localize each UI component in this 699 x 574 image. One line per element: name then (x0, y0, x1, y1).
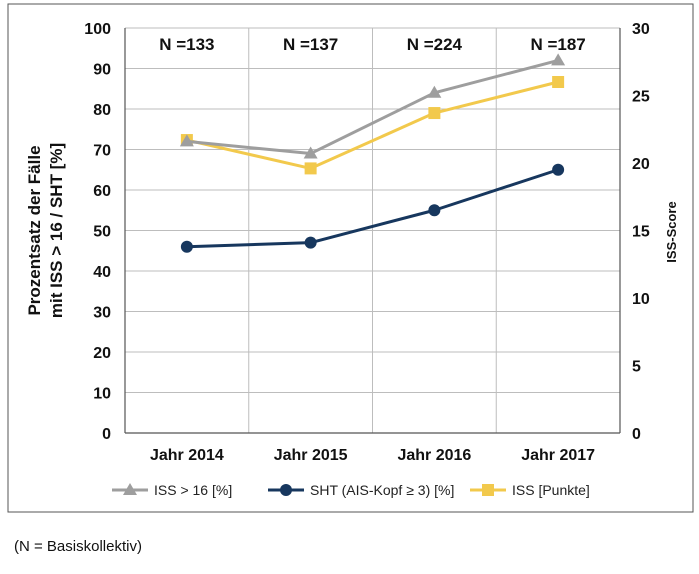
series-lines (179, 53, 566, 253)
y-tick-label: 30 (93, 305, 111, 322)
chart-labels: N =133 N =137 N =224 N =187 Prozentsatz der … (25, 35, 679, 318)
series-line (186, 168, 559, 249)
data-point (428, 204, 441, 217)
legend-marker (280, 484, 292, 496)
y-axis-title-line1: Prozentsatz der Fälle (25, 145, 44, 315)
legend-label: ISS [Punkte] (512, 482, 590, 498)
data-point (304, 236, 317, 249)
y-tick-label: 0 (102, 426, 111, 443)
legend-label: ISS > 16 [%] (154, 482, 232, 498)
data-point (303, 146, 318, 159)
n-annotation: N =224 (407, 35, 463, 54)
data-point (179, 134, 194, 147)
data-point (180, 240, 193, 253)
chart-frame (7, 3, 694, 513)
footnote: (N = Basiskollektiv) (14, 538, 142, 555)
y-tick-label: 40 (93, 264, 111, 281)
data-point (552, 163, 565, 176)
y-tick-label: 50 (93, 224, 111, 241)
legend-marker (482, 484, 494, 496)
axes: 0 10 20 30 40 50 60 70 80 90 100 0 5 10 15 20 25 30 Jahr 2… (84, 21, 650, 464)
legend-label: SHT (AIS-Kopf ≥ 3) [%] (310, 482, 454, 498)
n-annotation: N =137 (283, 35, 338, 54)
y2-axis-title: ISS-Score (664, 201, 679, 262)
y2-tick-label: 30 (632, 21, 650, 38)
x-tick-label: Jahr 2014 (150, 447, 224, 464)
y2-tick-label: 20 (632, 156, 650, 173)
legend-marker (123, 483, 137, 495)
y-tick-label: 60 (93, 183, 111, 200)
y-tick-label: 70 (93, 143, 111, 160)
n-annotation: N =187 (530, 35, 585, 54)
data-point (427, 85, 442, 98)
y2-tick-label: 5 (632, 359, 641, 376)
y2-tick-label: 10 (632, 291, 650, 308)
data-point (552, 76, 565, 88)
series-line (186, 58, 559, 156)
y2-tick-label: 0 (632, 426, 641, 443)
y-tick-label: 90 (93, 62, 111, 79)
chart-svg: 0 10 20 30 40 50 60 70 80 90 100 0 5 10 15 20 25 30 Jahr 2… (7, 3, 694, 513)
y-tick-label: 10 (93, 386, 111, 403)
y-axis-title-line2: mit ISS > 16 / SHT [%] (47, 143, 66, 318)
y-tick-label: 100 (84, 21, 111, 38)
data-point (304, 162, 317, 175)
legend: ISS > 16 [%] SHT (AIS-Kopf ≥ 3) [%] ISS [P… (112, 482, 590, 498)
data-point (551, 53, 566, 66)
chart: 0 10 20 30 40 50 60 70 80 90 100 0 5 10 15 20 25 30 Jahr 2… (7, 3, 694, 513)
x-tick-label: Jahr 2016 (397, 447, 471, 464)
gridlines (124, 27, 621, 434)
n-annotation: N =133 (159, 35, 214, 54)
y2-tick-label: 15 (632, 224, 650, 241)
y-tick-label: 80 (93, 102, 111, 119)
x-tick-label: Jahr 2015 (274, 447, 348, 464)
series-line (186, 80, 559, 170)
y2-tick-label: 25 (632, 89, 650, 106)
x-tick-label: Jahr 2017 (521, 447, 595, 464)
data-point (428, 107, 441, 120)
y-tick-label: 20 (93, 345, 111, 362)
